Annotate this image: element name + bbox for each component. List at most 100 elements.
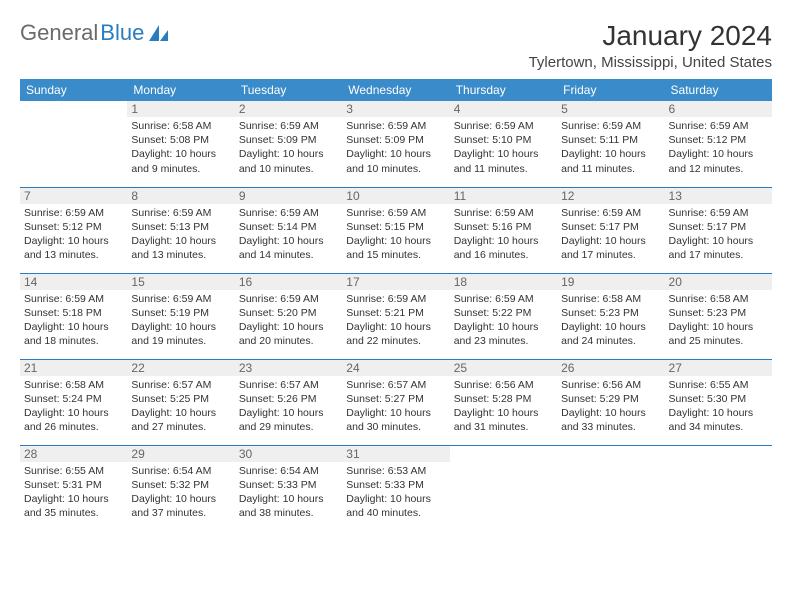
detail-line: Sunset: 5:26 PM — [239, 392, 338, 406]
detail-line: and 33 minutes. — [561, 420, 660, 434]
detail-line: and 38 minutes. — [239, 506, 338, 520]
detail-line: Sunrise: 6:59 AM — [24, 292, 123, 306]
detail-line: Sunrise: 6:58 AM — [24, 378, 123, 392]
brand-logo: GeneralBlue — [20, 20, 170, 46]
detail-line: Sunset: 5:33 PM — [239, 478, 338, 492]
detail-line: Daylight: 10 hours — [669, 234, 768, 248]
detail-line: Sunset: 5:24 PM — [24, 392, 123, 406]
detail-line: Daylight: 10 hours — [454, 320, 553, 334]
calendar-week: 7Sunrise: 6:59 AMSunset: 5:12 PMDaylight… — [20, 187, 772, 273]
detail-line: Daylight: 10 hours — [131, 320, 230, 334]
detail-line: and 17 minutes. — [561, 248, 660, 262]
calendar-week: 28Sunrise: 6:55 AMSunset: 5:31 PMDayligh… — [20, 445, 772, 531]
detail-line: Sunrise: 6:58 AM — [561, 292, 660, 306]
detail-line: and 22 minutes. — [346, 334, 445, 348]
detail-line: and 10 minutes. — [346, 162, 445, 176]
day-detail: Sunrise: 6:57 AMSunset: 5:26 PMDaylight:… — [239, 378, 338, 435]
detail-line: and 34 minutes. — [669, 420, 768, 434]
detail-line: and 10 minutes. — [239, 162, 338, 176]
detail-line: and 16 minutes. — [454, 248, 553, 262]
calendar-empty — [665, 445, 772, 531]
detail-line: Sunrise: 6:59 AM — [131, 292, 230, 306]
detail-line: Sunset: 5:12 PM — [24, 220, 123, 234]
day-number: 21 — [20, 360, 127, 376]
detail-line: Sunset: 5:12 PM — [669, 133, 768, 147]
calendar-day: 3Sunrise: 6:59 AMSunset: 5:09 PMDaylight… — [342, 101, 449, 187]
day-number: 5 — [557, 101, 664, 117]
day-detail: Sunrise: 6:59 AMSunset: 5:16 PMDaylight:… — [454, 206, 553, 263]
detail-line: Sunset: 5:23 PM — [561, 306, 660, 320]
calendar-day: 16 Sunrise: 6:59 AMSunset: 5:20 PMDayligh… — [235, 273, 342, 359]
calendar-day: 15Sunrise: 6:59 AMSunset: 5:19 PMDayligh… — [127, 273, 234, 359]
detail-line: Sunrise: 6:57 AM — [239, 378, 338, 392]
day-detail: Sunrise: 6:58 AMSunset: 5:24 PMDaylight:… — [24, 378, 123, 435]
detail-line: Daylight: 10 hours — [24, 234, 123, 248]
detail-line: Sunset: 5:20 PM — [239, 306, 338, 320]
calendar-day: 2Sunrise: 6:59 AMSunset: 5:09 PMDaylight… — [235, 101, 342, 187]
day-number: 18 — [450, 274, 557, 290]
calendar-body: 1Sunrise: 6:58 AMSunset: 5:08 PMDaylight… — [20, 101, 772, 531]
day-detail: Sunrise: 6:54 AMSunset: 5:32 PMDaylight:… — [131, 464, 230, 521]
calendar-day: 25Sunrise: 6:56 AMSunset: 5:28 PMDayligh… — [450, 359, 557, 445]
calendar-day: 17Sunrise: 6:59 AMSunset: 5:21 PMDayligh… — [342, 273, 449, 359]
detail-line: and 24 minutes. — [561, 334, 660, 348]
day-detail: Sunrise: 6:59 AMSunset: 5:09 PMDaylight:… — [346, 119, 445, 176]
day-number: 24 — [342, 360, 449, 376]
detail-line: Daylight: 10 hours — [239, 320, 338, 334]
detail-line: Sunset: 5:15 PM — [346, 220, 445, 234]
day-number: 30 — [235, 446, 342, 462]
detail-line: and 12 minutes. — [669, 162, 768, 176]
day-number: 22 — [127, 360, 234, 376]
detail-line: and 13 minutes. — [24, 248, 123, 262]
detail-line: Sunset: 5:31 PM — [24, 478, 123, 492]
day-number: 29 — [127, 446, 234, 462]
detail-line: Sunrise: 6:59 AM — [454, 119, 553, 133]
calendar-day: 4Sunrise: 6:59 AMSunset: 5:10 PMDaylight… — [450, 101, 557, 187]
detail-line: Daylight: 10 hours — [239, 492, 338, 506]
brand-name-2: Blue — [100, 20, 144, 46]
weekday-header: Monday — [127, 79, 234, 101]
detail-line: Daylight: 10 hours — [669, 320, 768, 334]
day-number: 2 — [235, 101, 342, 117]
detail-line: Sunrise: 6:59 AM — [561, 119, 660, 133]
day-number: 17 — [342, 274, 449, 290]
day-number: 16 — [235, 274, 342, 290]
day-detail: Sunrise: 6:57 AMSunset: 5:25 PMDaylight:… — [131, 378, 230, 435]
detail-line: Daylight: 10 hours — [346, 147, 445, 161]
detail-line: Sunrise: 6:59 AM — [346, 119, 445, 133]
day-number: 15 — [127, 274, 234, 290]
detail-line: Sunrise: 6:59 AM — [239, 206, 338, 220]
detail-line: Daylight: 10 hours — [239, 234, 338, 248]
detail-line: and 15 minutes. — [346, 248, 445, 262]
detail-line: Sunrise: 6:59 AM — [239, 119, 338, 133]
detail-line: Sunrise: 6:59 AM — [561, 206, 660, 220]
calendar-empty — [450, 445, 557, 531]
day-detail: Sunrise: 6:59 AMSunset: 5:18 PMDaylight:… — [24, 292, 123, 349]
detail-line: and 18 minutes. — [24, 334, 123, 348]
detail-line: Daylight: 10 hours — [561, 234, 660, 248]
day-detail: Sunrise: 6:59 AMSunset: 5:12 PMDaylight:… — [24, 206, 123, 263]
detail-line: and 27 minutes. — [131, 420, 230, 434]
day-number: 13 — [665, 188, 772, 204]
calendar-day: 18 Sunrise: 6:59 AMSunset: 5:22 PMDayligh… — [450, 273, 557, 359]
calendar-day: 14Sunrise: 6:59 AMSunset: 5:18 PMDayligh… — [20, 273, 127, 359]
detail-line: Sunrise: 6:59 AM — [346, 206, 445, 220]
day-detail: Sunrise: 6:56 AMSunset: 5:29 PMDaylight:… — [561, 378, 660, 435]
detail-line: Sunset: 5:09 PM — [239, 133, 338, 147]
calendar-week: 14Sunrise: 6:59 AMSunset: 5:18 PMDayligh… — [20, 273, 772, 359]
calendar-day: 26Sunrise: 6:56 AMSunset: 5:29 PMDayligh… — [557, 359, 664, 445]
day-detail: Sunrise: 6:59 AMSunset: 5:20 PMDaylight:… — [239, 292, 338, 349]
day-number: 20 — [665, 274, 772, 290]
calendar-day: 8Sunrise: 6:59 AMSunset: 5:13 PMDaylight… — [127, 187, 234, 273]
detail-line: and 26 minutes. — [24, 420, 123, 434]
day-number: 31 — [342, 446, 449, 462]
weekday-header: Friday — [557, 79, 664, 101]
day-number: 27 — [665, 360, 772, 376]
detail-line: and 11 minutes. — [454, 162, 553, 176]
detail-line: Sunset: 5:13 PM — [131, 220, 230, 234]
calendar-day: 29 Sunrise: 6:54 AMSunset: 5:32 PMDayligh… — [127, 445, 234, 531]
day-detail: Sunrise: 6:59 AMSunset: 5:22 PMDaylight:… — [454, 292, 553, 349]
detail-line: and 13 minutes. — [131, 248, 230, 262]
detail-line: Sunrise: 6:55 AM — [24, 464, 123, 478]
detail-line: Daylight: 10 hours — [239, 406, 338, 420]
